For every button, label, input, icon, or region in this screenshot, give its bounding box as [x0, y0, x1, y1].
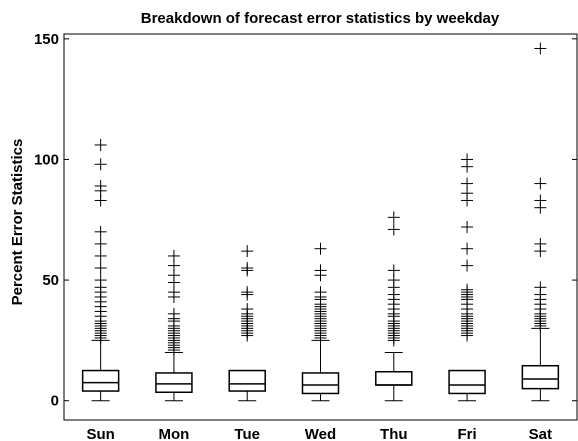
- box-iqr: [228, 369, 266, 392]
- outlier-point: [314, 331, 327, 344]
- outlier-point: [94, 194, 107, 207]
- y-axis-ticks: 0 50 100 150: [34, 31, 577, 410]
- box-iqr: [375, 371, 413, 386]
- outlier-point: [461, 242, 474, 255]
- outlier-point: [241, 264, 254, 277]
- x-tick-label: Sun: [86, 426, 114, 441]
- outlier-point: [534, 245, 547, 258]
- box-iqr: [155, 372, 193, 394]
- outlier-point: [167, 344, 180, 357]
- outlier-point: [241, 288, 254, 301]
- x-axis-tick-labels: Sun Mon Tue Wed Thu Fri Sat: [86, 426, 552, 441]
- x-tick-label: Fri: [457, 426, 476, 441]
- y-tick-label: 100: [34, 151, 59, 168]
- box-iqr: [301, 372, 340, 395]
- box-wed: [301, 242, 340, 402]
- outlier-point: [94, 262, 107, 275]
- outlier-point: [461, 221, 474, 233]
- outlier-point: [241, 329, 254, 342]
- box-iqr: [521, 364, 560, 390]
- plot-area-frame: [63, 33, 578, 421]
- outlier-point: [94, 158, 107, 171]
- outlier-point: [387, 223, 400, 236]
- outlier-point: [167, 290, 180, 303]
- outlier-point: [94, 225, 107, 238]
- y-axis-label: Percent Error Statistics: [9, 139, 26, 306]
- chart-title: Breakdown of forecast error statistics b…: [141, 10, 500, 27]
- y-tick-label: 150: [34, 31, 59, 48]
- box-fri: [448, 153, 486, 402]
- y-tick-label: 50: [42, 272, 59, 289]
- x-tick-label: Mon: [159, 426, 190, 441]
- x-tick-label: Tue: [234, 426, 260, 441]
- outlier-point: [534, 177, 547, 190]
- x-tick-label: Wed: [305, 426, 336, 441]
- outlier-point: [461, 259, 474, 272]
- outlier-point: [314, 242, 327, 255]
- outlier-point: [94, 331, 107, 344]
- box-sat: [521, 42, 560, 402]
- outlier-point: [534, 42, 547, 55]
- outlier-point: [314, 269, 327, 282]
- outlier-point: [461, 329, 474, 342]
- outlier-point: [94, 249, 107, 262]
- outlier-point: [461, 160, 474, 173]
- box-mon: [155, 249, 193, 402]
- outlier-point: [534, 201, 547, 214]
- outlier-point: [241, 245, 254, 258]
- box-thu: [375, 211, 413, 402]
- box-sun: [81, 138, 120, 402]
- y-tick-label: 0: [51, 393, 59, 410]
- outlier-point: [94, 138, 107, 151]
- box-iqr: [448, 369, 486, 395]
- x-tick-label: Sat: [529, 426, 552, 441]
- box-iqr: [81, 369, 120, 392]
- outlier-point: [94, 237, 107, 250]
- outlier-point: [387, 211, 400, 224]
- boxes-group: [81, 42, 560, 402]
- outlier-point: [387, 334, 400, 347]
- x-tick-label: Thu: [380, 426, 408, 441]
- outlier-point: [534, 319, 547, 332]
- box-tue: [228, 245, 266, 402]
- outlier-point: [461, 194, 474, 207]
